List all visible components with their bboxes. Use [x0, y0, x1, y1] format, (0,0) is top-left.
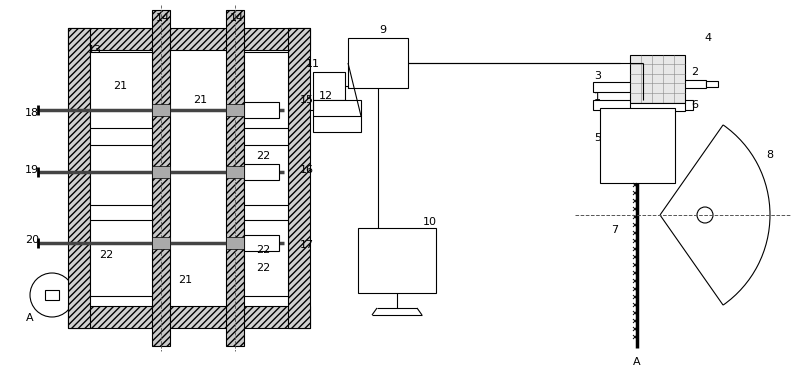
- Bar: [593, 100, 693, 110]
- Bar: [630, 55, 685, 103]
- Text: 19: 19: [25, 165, 39, 175]
- Bar: [90, 220, 152, 296]
- Text: 13: 13: [88, 45, 102, 55]
- Text: 5: 5: [594, 133, 602, 143]
- Bar: [90, 145, 152, 205]
- Text: 22: 22: [256, 151, 270, 161]
- Bar: [630, 103, 685, 111]
- Text: 4: 4: [705, 33, 711, 43]
- Bar: [152, 166, 170, 178]
- Text: A: A: [633, 357, 641, 367]
- Text: 6: 6: [691, 100, 698, 110]
- Text: 3: 3: [594, 71, 602, 81]
- Text: 21: 21: [178, 275, 192, 285]
- Bar: [593, 82, 651, 92]
- Text: 18: 18: [25, 108, 39, 118]
- Bar: [45, 290, 59, 300]
- Text: 16: 16: [300, 165, 314, 175]
- Text: 10: 10: [423, 217, 437, 227]
- Text: 7: 7: [611, 225, 618, 235]
- Bar: [244, 145, 288, 205]
- Bar: [152, 104, 170, 116]
- Text: 9: 9: [379, 25, 386, 35]
- Text: 14: 14: [230, 13, 244, 23]
- Bar: [288, 28, 310, 328]
- Bar: [226, 104, 244, 116]
- Bar: [651, 80, 706, 88]
- Text: 21: 21: [193, 95, 207, 105]
- Text: 1: 1: [594, 92, 601, 102]
- Text: 15: 15: [300, 95, 314, 105]
- Bar: [226, 237, 244, 249]
- Text: 12: 12: [319, 91, 333, 101]
- Bar: [348, 38, 408, 88]
- Bar: [226, 10, 244, 346]
- Text: 11: 11: [306, 59, 320, 69]
- Text: 14: 14: [156, 13, 170, 23]
- Text: A: A: [26, 313, 34, 323]
- Text: 21: 21: [113, 81, 127, 91]
- Bar: [226, 166, 244, 178]
- Bar: [244, 235, 279, 251]
- Bar: [90, 52, 152, 128]
- Bar: [244, 164, 279, 180]
- Bar: [68, 306, 310, 328]
- Bar: [244, 220, 288, 296]
- Text: 22: 22: [256, 245, 270, 255]
- Text: 20: 20: [25, 235, 39, 245]
- Bar: [706, 81, 718, 87]
- Bar: [358, 228, 436, 293]
- Bar: [152, 10, 170, 346]
- Bar: [600, 108, 675, 183]
- Bar: [313, 100, 361, 132]
- Bar: [313, 72, 345, 100]
- Text: 22: 22: [256, 263, 270, 273]
- Bar: [152, 237, 170, 249]
- Text: 22: 22: [99, 250, 113, 260]
- Text: 2: 2: [691, 67, 698, 77]
- Bar: [244, 102, 279, 118]
- Text: 8: 8: [766, 150, 774, 160]
- Bar: [244, 52, 288, 128]
- Bar: [68, 28, 310, 50]
- Bar: [68, 28, 90, 328]
- Text: 17: 17: [300, 240, 314, 250]
